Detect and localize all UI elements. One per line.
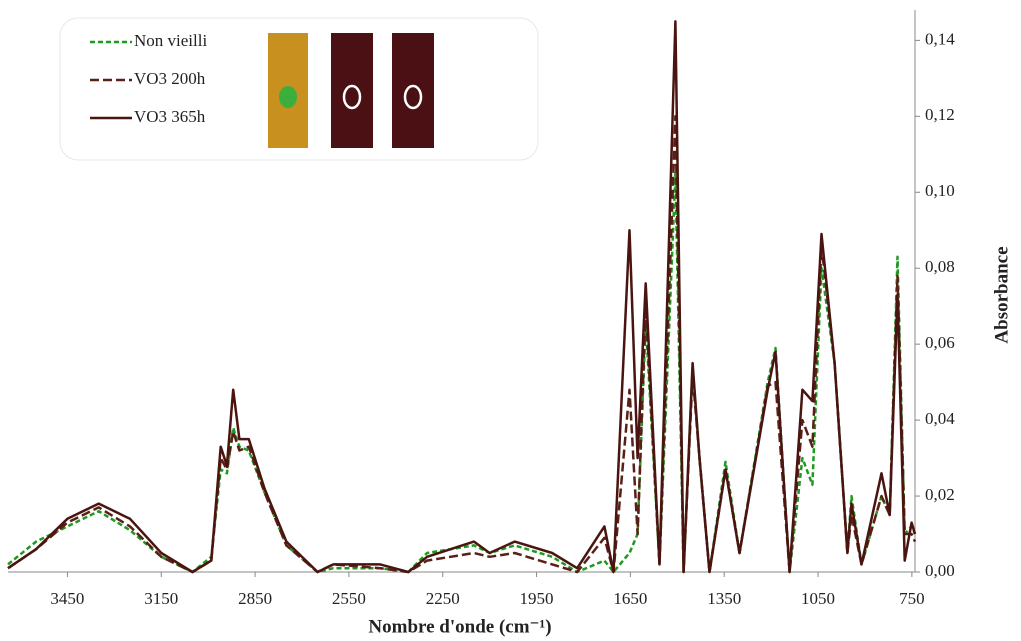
sample-marker xyxy=(279,86,297,108)
x-tick-label: 2250 xyxy=(426,589,460,608)
series-line xyxy=(7,20,917,574)
legend-label: VO3 365h xyxy=(134,107,206,126)
y-tick-label: 0,00 xyxy=(925,561,955,580)
x-tick-label: 1950 xyxy=(520,589,554,608)
y-tick-label: 0,14 xyxy=(925,29,955,48)
x-tick-label: 3150 xyxy=(144,589,178,608)
sample-marker xyxy=(342,84,362,110)
y-tick-label: 0,08 xyxy=(925,257,955,276)
x-tick-label: 1650 xyxy=(613,589,647,608)
x-tick-label: 1350 xyxy=(707,589,741,608)
series-line xyxy=(7,115,917,574)
sample-marker xyxy=(403,84,423,110)
x-tick-label: 1050 xyxy=(801,589,835,608)
x-axis-label: Nombre d'onde (cm⁻¹) xyxy=(368,616,551,637)
series-line xyxy=(7,172,917,574)
y-tick-label: 0,02 xyxy=(925,485,955,504)
y-tick-label: 0,06 xyxy=(925,333,955,352)
y-tick-label: 0,04 xyxy=(925,409,955,428)
y-tick-label: 0,10 xyxy=(925,181,955,200)
sample-photo xyxy=(392,33,434,148)
y-axis-label: Absorbance xyxy=(991,246,1012,343)
x-tick-label: 2550 xyxy=(332,589,366,608)
x-tick-label: 2850 xyxy=(238,589,272,608)
sample-photo xyxy=(331,33,373,148)
x-tick-label: 750 xyxy=(899,589,925,608)
y-tick-label: 0,12 xyxy=(925,105,955,124)
legend-label: Non vieilli xyxy=(134,31,207,50)
x-tick-label: 3450 xyxy=(50,589,84,608)
legend-label: VO3 200h xyxy=(134,69,206,88)
